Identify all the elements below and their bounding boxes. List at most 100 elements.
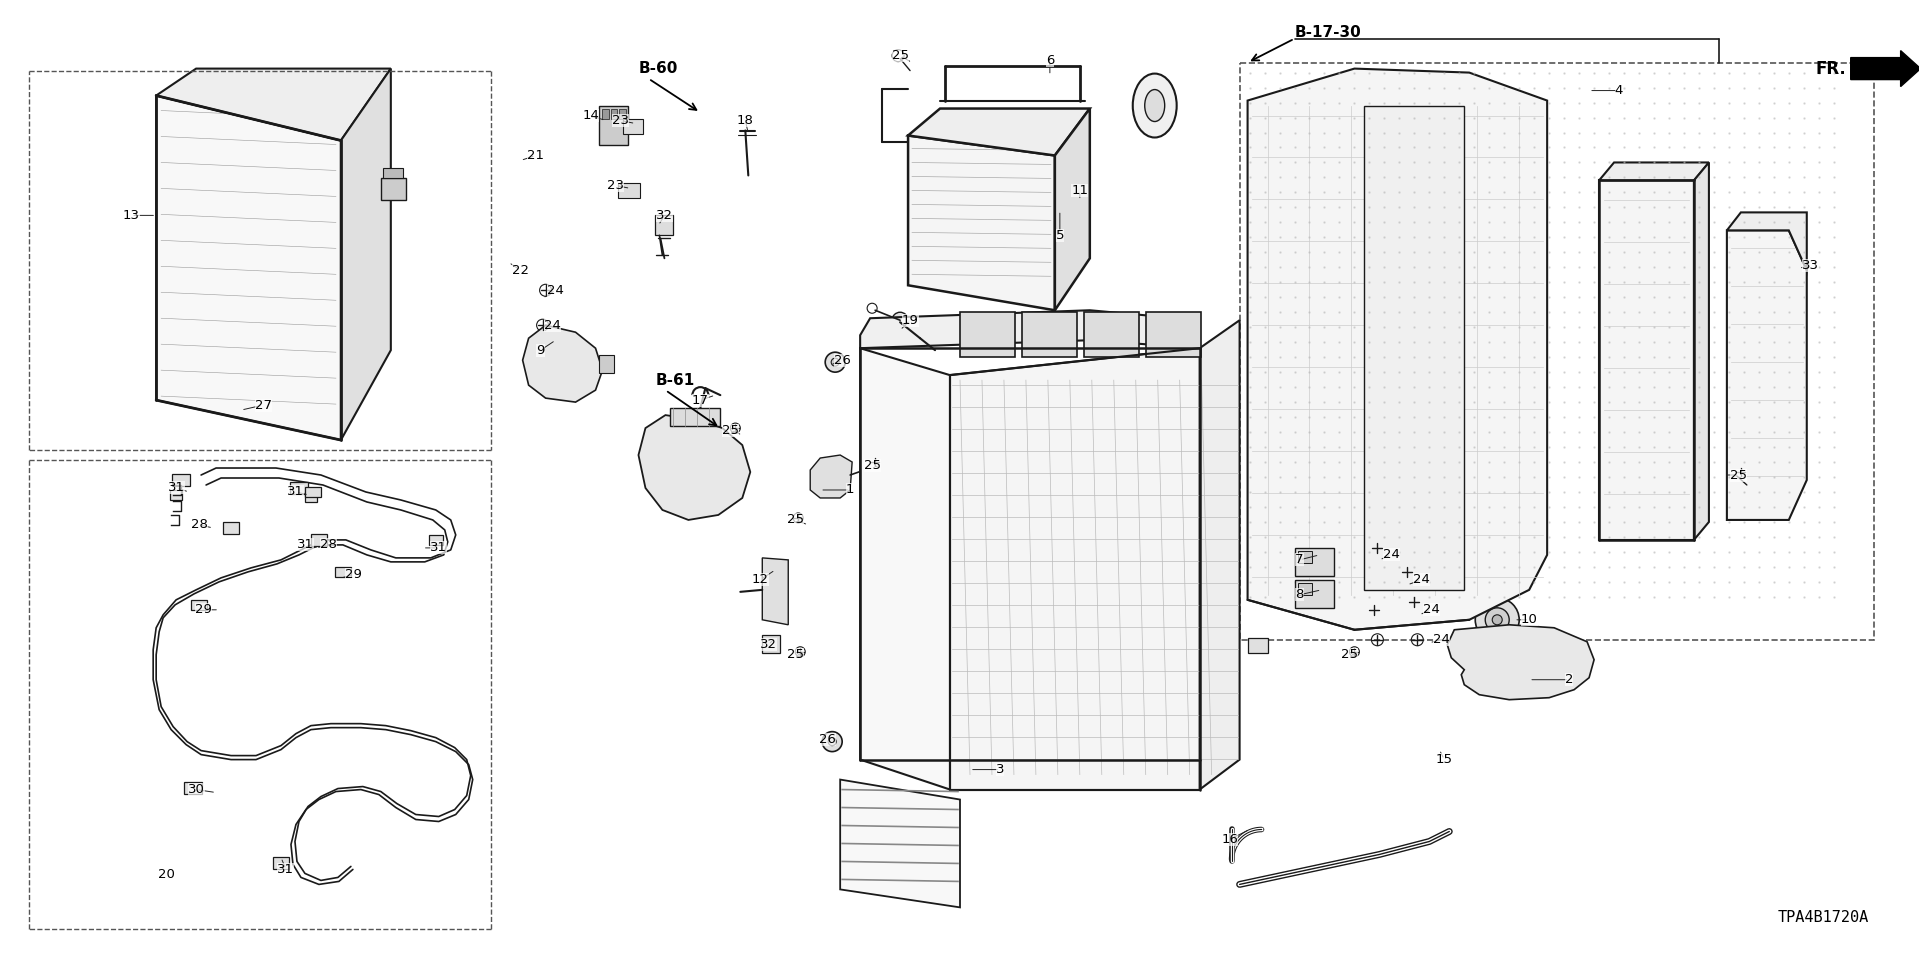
- Text: 8: 8: [1296, 588, 1304, 601]
- Text: 3: 3: [996, 763, 1004, 776]
- Ellipse shape: [831, 358, 839, 366]
- Polygon shape: [1054, 108, 1091, 310]
- Text: 28: 28: [190, 518, 207, 532]
- Ellipse shape: [1144, 89, 1165, 122]
- Bar: [960, 312, 1016, 357]
- Text: 26: 26: [818, 733, 835, 746]
- Text: B-60: B-60: [639, 61, 678, 76]
- Bar: [655, 215, 674, 235]
- Text: 5: 5: [1056, 228, 1064, 242]
- Text: 12: 12: [753, 573, 768, 587]
- Text: 1: 1: [847, 484, 854, 496]
- Text: 23: 23: [612, 114, 630, 127]
- Ellipse shape: [826, 352, 845, 372]
- Bar: [1298, 583, 1313, 595]
- Ellipse shape: [684, 456, 707, 480]
- Text: 24: 24: [1423, 603, 1440, 616]
- Bar: [311, 534, 326, 546]
- Text: B-17-30: B-17-30: [1294, 25, 1361, 40]
- Ellipse shape: [1492, 614, 1501, 625]
- Text: 20: 20: [157, 868, 175, 881]
- Polygon shape: [156, 68, 392, 140]
- Ellipse shape: [369, 228, 374, 233]
- Polygon shape: [908, 135, 1054, 310]
- Bar: [1021, 312, 1077, 357]
- Text: 25: 25: [1340, 648, 1357, 661]
- Bar: [223, 522, 240, 534]
- FancyArrow shape: [1851, 51, 1920, 86]
- Text: 32: 32: [657, 209, 672, 222]
- Bar: [382, 168, 403, 179]
- Polygon shape: [908, 108, 1091, 156]
- Text: 13: 13: [123, 209, 140, 222]
- Polygon shape: [342, 68, 392, 440]
- Text: 24: 24: [1432, 634, 1450, 646]
- Text: TPA4B1720A: TPA4B1720A: [1778, 910, 1868, 924]
- Text: 11: 11: [1071, 184, 1089, 197]
- Polygon shape: [1599, 180, 1693, 540]
- Text: 25: 25: [1730, 468, 1747, 482]
- Text: 26: 26: [833, 353, 851, 367]
- Ellipse shape: [668, 440, 724, 496]
- Ellipse shape: [363, 223, 378, 238]
- Ellipse shape: [1770, 240, 1807, 297]
- Polygon shape: [1448, 625, 1594, 700]
- Text: 31: 31: [288, 486, 305, 498]
- Text: 29: 29: [346, 568, 363, 582]
- Bar: [618, 183, 641, 199]
- Polygon shape: [1693, 162, 1709, 540]
- Bar: [624, 118, 643, 133]
- Polygon shape: [1726, 212, 1807, 271]
- Text: 21: 21: [528, 149, 543, 162]
- Ellipse shape: [822, 732, 843, 752]
- Text: FR.: FR.: [1816, 60, 1847, 78]
- Bar: [1298, 551, 1313, 563]
- Bar: [192, 600, 207, 610]
- Bar: [1240, 62, 1874, 639]
- Bar: [1146, 312, 1200, 357]
- Text: 29: 29: [194, 603, 211, 616]
- Ellipse shape: [541, 342, 580, 382]
- Text: 15: 15: [1436, 753, 1453, 766]
- Bar: [273, 857, 290, 870]
- Polygon shape: [1365, 106, 1465, 589]
- Text: 28: 28: [321, 539, 338, 551]
- Text: 23: 23: [607, 179, 624, 192]
- Text: 10: 10: [1521, 613, 1538, 626]
- Ellipse shape: [367, 191, 374, 200]
- Text: 25: 25: [787, 514, 804, 526]
- Text: 24: 24: [1382, 548, 1400, 562]
- Text: 25: 25: [891, 49, 908, 62]
- Text: 4: 4: [1615, 84, 1622, 97]
- Text: 25: 25: [864, 459, 881, 471]
- Text: 30: 30: [188, 783, 205, 796]
- Ellipse shape: [1780, 253, 1797, 283]
- Bar: [620, 108, 626, 118]
- Text: 6: 6: [1046, 54, 1054, 67]
- Polygon shape: [1248, 68, 1548, 630]
- Bar: [173, 474, 190, 486]
- Bar: [380, 179, 405, 201]
- Ellipse shape: [1475, 598, 1519, 642]
- Text: 9: 9: [536, 344, 545, 357]
- Ellipse shape: [893, 312, 908, 328]
- Bar: [599, 355, 614, 373]
- Ellipse shape: [828, 737, 837, 746]
- Bar: [1248, 637, 1267, 653]
- Ellipse shape: [361, 185, 380, 205]
- Text: 27: 27: [255, 398, 271, 412]
- Text: 24: 24: [1413, 573, 1430, 587]
- Bar: [428, 535, 444, 545]
- Text: 7: 7: [1296, 553, 1304, 566]
- Text: 2: 2: [1565, 673, 1572, 686]
- Polygon shape: [860, 348, 950, 789]
- Bar: [290, 482, 307, 494]
- Polygon shape: [860, 310, 1200, 348]
- Bar: [1294, 548, 1334, 576]
- Polygon shape: [1599, 162, 1709, 180]
- Text: 14: 14: [582, 109, 599, 122]
- Text: 31: 31: [298, 539, 315, 551]
- Bar: [305, 492, 317, 502]
- Bar: [171, 490, 182, 500]
- Text: 24: 24: [547, 284, 564, 297]
